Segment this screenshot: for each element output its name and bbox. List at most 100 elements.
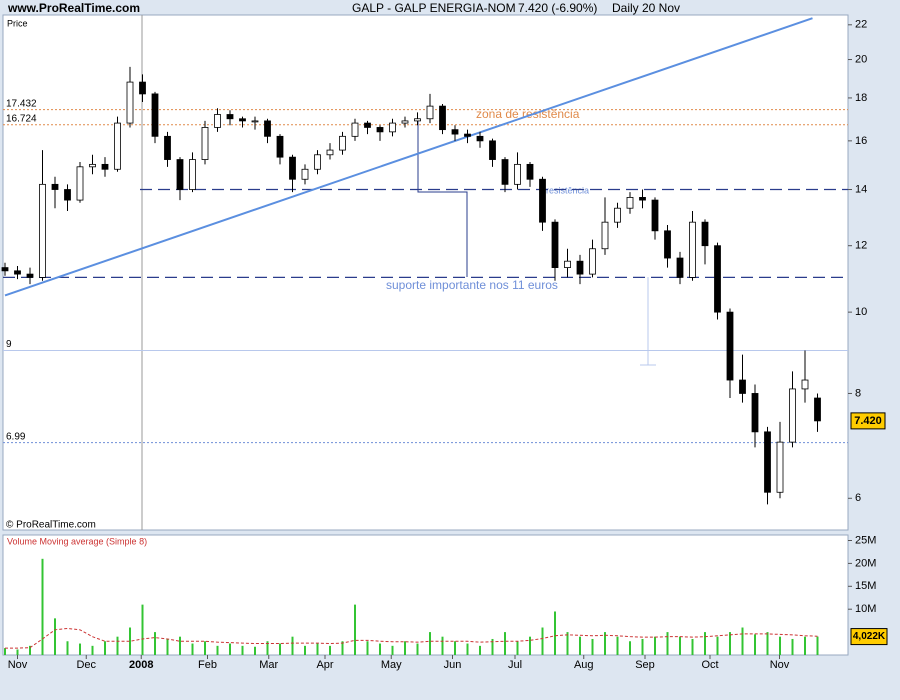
volume-bar — [4, 648, 6, 655]
volume-bar — [666, 632, 669, 655]
volume-bar — [729, 632, 731, 655]
quote: 7.420 (-6.90%) — [518, 1, 597, 15]
candle-body — [301, 168, 309, 180]
volume-bar — [129, 627, 131, 655]
volume-bar — [716, 636, 719, 655]
volume-bar — [266, 641, 269, 655]
candle-body — [226, 114, 234, 120]
candle-body — [126, 81, 134, 124]
y-tick-label: 6 — [855, 492, 861, 504]
volume-bar — [804, 636, 806, 655]
candle-body — [151, 93, 159, 137]
candle-body — [26, 273, 34, 278]
candle-body — [764, 431, 771, 493]
volume-bar — [454, 641, 456, 655]
candle-body — [276, 135, 284, 158]
site: www.ProRealTime.com — [7, 1, 140, 15]
volume-bar — [154, 632, 156, 655]
candle-body — [714, 245, 721, 313]
volume-bar — [191, 643, 194, 655]
x-tick-label: Sep — [635, 659, 655, 671]
volume-bar — [516, 641, 519, 655]
candle-body — [514, 163, 521, 185]
candle-body — [314, 154, 321, 170]
volume-bar — [116, 636, 119, 655]
candle-body — [76, 166, 84, 201]
volume-panel — [2, 534, 849, 656]
candle-body — [326, 149, 334, 156]
volume-bar — [16, 649, 19, 655]
y-tick-label: 25M — [855, 534, 876, 546]
x-tick-label: Aug — [574, 659, 594, 671]
volume-bar — [66, 641, 69, 655]
volume-bar — [629, 641, 631, 655]
candle-body — [751, 393, 759, 433]
volume-bar — [329, 645, 331, 655]
volume-bar — [779, 636, 781, 655]
volume-bar — [816, 636, 819, 655]
volume-bar — [354, 604, 356, 655]
candle-body — [614, 207, 621, 223]
candle-body — [351, 122, 359, 137]
volume-bar — [316, 643, 319, 655]
candle-body — [664, 230, 671, 259]
date: 20 Nov — [642, 1, 680, 15]
candle-body — [739, 379, 746, 394]
annotation: resistência — [546, 185, 589, 195]
candle-body — [176, 159, 184, 190]
volume-bar — [54, 618, 56, 655]
candle-body — [476, 135, 484, 142]
price-panel — [2, 14, 849, 531]
y-tick-label: 15M — [855, 580, 876, 592]
moving-average — [5, 627, 818, 649]
volume-bar — [216, 645, 219, 655]
price-tag: 7.420 — [854, 415, 882, 427]
candle-body — [689, 221, 696, 278]
candle-body — [801, 379, 809, 390]
candle-body — [389, 122, 396, 133]
x-tick-label: Jul — [508, 659, 522, 671]
volume-bar — [341, 641, 344, 655]
level-label: 6.99 — [6, 431, 26, 442]
candle-body — [526, 163, 534, 180]
volume-bar — [379, 643, 381, 655]
volume-bar — [741, 627, 744, 655]
volume-bar — [566, 632, 569, 655]
volume-bar — [691, 638, 694, 655]
volume-bar — [91, 645, 94, 655]
volume-bar — [504, 632, 506, 655]
x-tick-label: 2008 — [129, 659, 153, 671]
volume-bar — [229, 643, 231, 655]
volume-bar — [579, 636, 581, 655]
y-tick-label: 22 — [855, 19, 867, 31]
candle-body — [364, 122, 371, 128]
value-tag: 4,022K — [853, 631, 886, 642]
annotation: zona de resistência — [476, 107, 580, 121]
volume-bar — [366, 641, 369, 655]
level-label: 9 — [6, 339, 12, 350]
candle-body — [114, 122, 121, 170]
volume-bar — [679, 636, 681, 655]
volume-bar — [641, 638, 644, 655]
volume-bar — [166, 638, 169, 655]
candle-body — [251, 120, 259, 123]
price-tag-box — [850, 412, 886, 430]
candle-body — [139, 81, 146, 95]
y-label: Price — [7, 18, 28, 28]
y-tick-label: 20M — [855, 557, 876, 569]
y-tick-label: 20 — [855, 53, 867, 65]
volume-bar — [754, 634, 756, 655]
volume-bar — [591, 638, 594, 655]
candle-body — [214, 114, 221, 128]
volume-title: Volume Moving average (Simple 8) — [7, 536, 147, 546]
volume-bar — [529, 636, 531, 655]
candle-body — [676, 257, 684, 278]
candle-body — [426, 105, 434, 120]
volume-bar — [654, 636, 656, 655]
volume-bar — [554, 611, 556, 655]
volume-bar — [704, 632, 706, 655]
x-tick-label: Mar — [259, 659, 278, 671]
candle-body — [14, 270, 21, 275]
bracket — [417, 120, 468, 277]
candle-body — [39, 183, 46, 278]
